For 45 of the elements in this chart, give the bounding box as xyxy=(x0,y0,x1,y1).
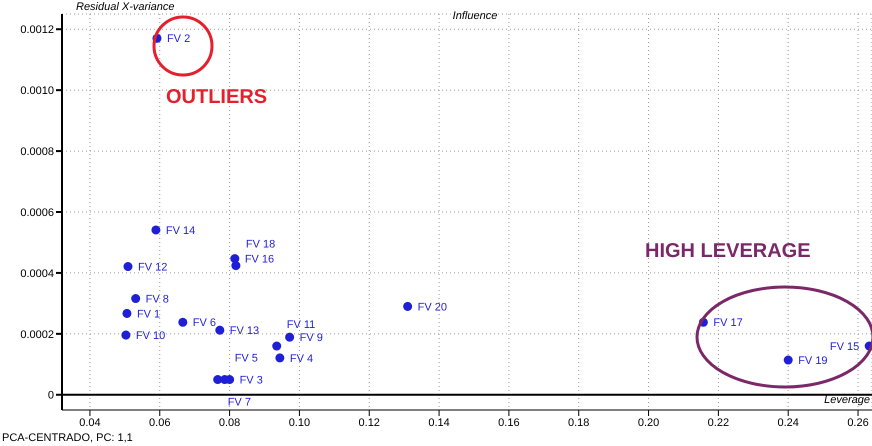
y-tick-label: 0.0006 xyxy=(20,206,54,219)
annotation: FV 3 xyxy=(240,374,263,386)
annotation: HIGH LEVERAGE xyxy=(645,240,811,263)
annotation: FV 19 xyxy=(798,354,828,367)
x-tick-label: 0.08 xyxy=(218,416,240,429)
x-tick-label: 0.18 xyxy=(568,416,590,429)
annotation: FV 5 xyxy=(234,352,258,364)
y-tick-label: 0.0010 xyxy=(20,85,54,98)
annotation: FV 6 xyxy=(192,317,216,330)
x-tick-label: 0.06 xyxy=(149,416,170,429)
annotation: FV 11 xyxy=(286,318,316,331)
annotation: FV 10 xyxy=(136,330,166,342)
x-axis-title: Leverage xyxy=(824,394,870,406)
annotation: FV 16 xyxy=(244,253,274,266)
annotation: FV 18 xyxy=(246,238,276,250)
x-tick-label: 0.24 xyxy=(777,416,799,429)
x-tick-label: 0.10 xyxy=(288,416,310,429)
x-tick-label: 0.20 xyxy=(638,416,660,429)
chart-title: Influence xyxy=(452,10,498,22)
annotation: FV 4 xyxy=(290,352,314,365)
text: PCA-CENTRADO, PC: 1,1 xyxy=(2,432,133,444)
annotation: FV 2 xyxy=(166,33,190,46)
x-tick-label: 0.14 xyxy=(428,416,450,429)
y-tick-label: 0.0002 xyxy=(20,328,54,341)
x-tick-label: 0.12 xyxy=(358,416,380,429)
x-tick-label: 0.16 xyxy=(498,416,520,429)
annotation: FV 9 xyxy=(300,332,323,344)
annotation: FV 20 xyxy=(418,301,448,314)
x-tick-label: 0.04 xyxy=(79,416,101,429)
y-tick-label: 0.0004 xyxy=(20,268,54,280)
annotation: FV 13 xyxy=(230,325,260,338)
y-tick-label: 0.0012 xyxy=(20,24,54,36)
annotation: FV 8 xyxy=(146,293,169,306)
y-axis-title: Residual X-variance xyxy=(76,1,174,13)
annotation: FV 15 xyxy=(830,340,860,353)
annotation: OUTLIERS xyxy=(166,86,268,109)
annotation: FV 14 xyxy=(166,224,196,237)
y-tick-label: 0 xyxy=(48,390,54,402)
y-tick-label: 0.0008 xyxy=(20,146,54,158)
annotation: FV 1 xyxy=(136,308,160,320)
x-tick-label: 0.26 xyxy=(847,416,869,429)
annotation: FV 17 xyxy=(713,317,743,330)
annotation: FV 7 xyxy=(228,396,251,408)
x-tick-label: 0.22 xyxy=(708,416,730,429)
annotation: FV 12 xyxy=(138,261,168,274)
